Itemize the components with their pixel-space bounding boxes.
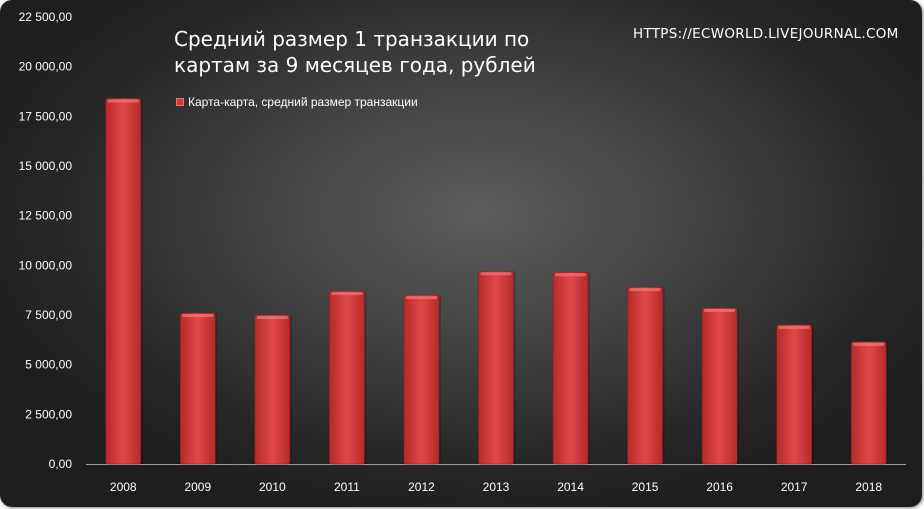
bar-highlight	[256, 316, 288, 319]
legend-swatch	[176, 98, 184, 106]
x-tick-label: 2012	[408, 480, 435, 494]
bar-highlight	[107, 99, 139, 103]
bar	[552, 271, 589, 465]
bar	[776, 324, 812, 465]
bar	[850, 341, 887, 465]
chart-title-line-1: Средний размер 1 транзакции по	[174, 27, 530, 51]
bar-highlight	[182, 314, 214, 318]
chart-title-line-2: картам за 9 месяцев года, рублей	[174, 53, 536, 77]
y-tick-label: 2 500,00	[25, 407, 72, 421]
x-tick-label: 2013	[483, 480, 510, 494]
x-axis: 2008 2009 2010 2011 2012 2013 2014 2015 2016 2017…	[110, 480, 882, 494]
x-tick-label: 2017	[781, 480, 808, 494]
bar-highlight	[480, 272, 512, 276]
bar-highlight	[331, 292, 363, 296]
x-tick-label: 2008	[110, 480, 137, 494]
bar	[403, 294, 440, 465]
bar	[254, 314, 291, 465]
bar-highlight	[778, 325, 810, 329]
chart-title: Средний размер 1 транзакции по картам за…	[174, 26, 536, 78]
bar-highlight	[629, 288, 661, 292]
y-tick-label: 22 500,00	[19, 10, 73, 24]
bar	[329, 290, 365, 465]
y-tick-label: 5 000,00	[25, 358, 72, 372]
x-tick-label: 2009	[184, 480, 211, 494]
bar	[701, 307, 738, 465]
x-tick-label: 2011	[334, 480, 360, 494]
y-tick-label: 12 500,00	[19, 209, 73, 223]
x-tick-label: 2018	[855, 480, 882, 494]
bar	[105, 98, 142, 465]
bar	[627, 286, 663, 465]
x-tick-label: 2010	[259, 480, 286, 494]
x-tick-label: 2016	[706, 480, 733, 494]
x-tick-label: 2014	[557, 480, 584, 494]
bar-highlight	[405, 296, 437, 300]
y-axis: 0,00 2 500,00 5 000,00 7 500,00 10 000,00 12 …	[19, 10, 906, 471]
bar-highlight	[853, 342, 885, 346]
bar-series	[105, 98, 889, 465]
bar-highlight	[704, 309, 736, 313]
y-tick-label: 17 500,00	[19, 109, 73, 123]
legend-label: Карта-карта, средний размер транзакции	[188, 95, 418, 109]
legend: Карта-карта, средний размер транзакции	[176, 95, 418, 109]
source-watermark: HTTPS://ECWORLD.LIVEJOURNAL.COM	[633, 26, 899, 42]
y-tick-label: 7 500,00	[25, 308, 72, 322]
bar	[478, 270, 514, 465]
y-tick-label: 0,00	[49, 457, 73, 471]
bar-highlight	[555, 273, 587, 277]
x-tick-label: 2015	[632, 480, 659, 494]
y-tick-label: 10 000,00	[19, 258, 73, 272]
bar	[180, 312, 216, 465]
y-tick-label: 20 000,00	[19, 60, 73, 74]
y-tick-label: 15 000,00	[19, 159, 73, 173]
